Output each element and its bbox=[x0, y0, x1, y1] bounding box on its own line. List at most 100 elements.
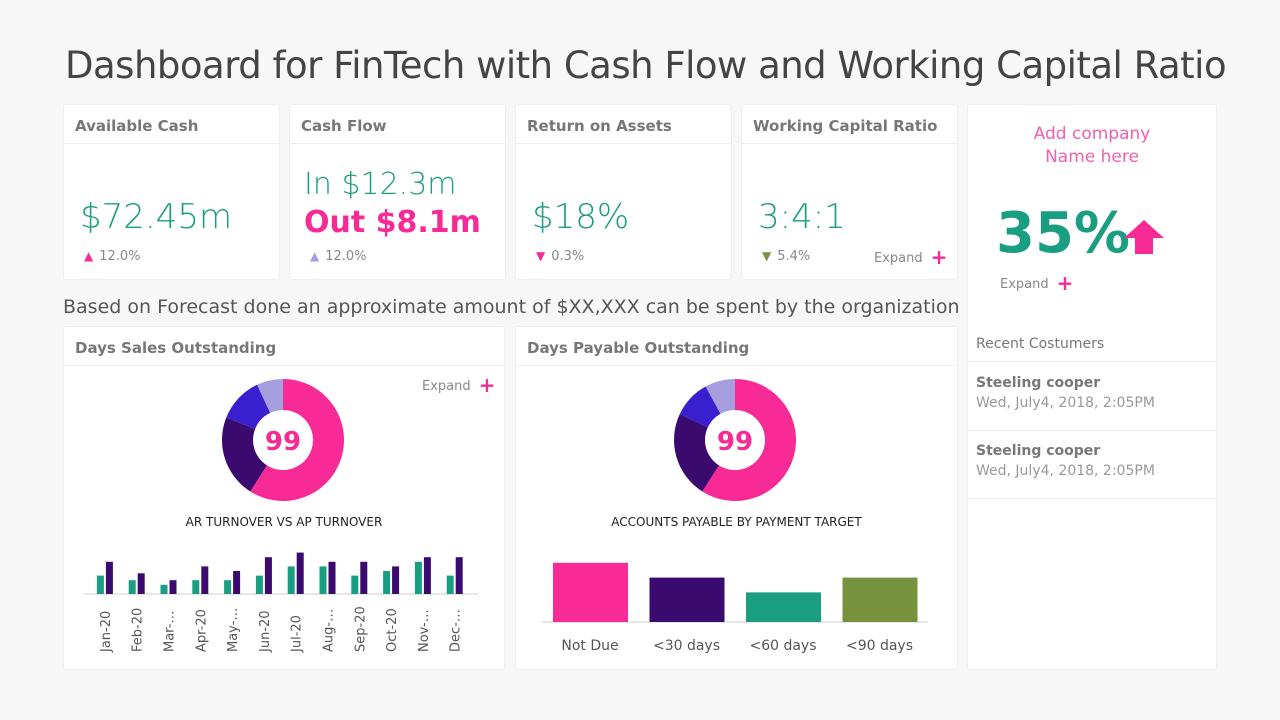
x-tick-label: Oct-20 bbox=[385, 608, 400, 652]
bar bbox=[96, 575, 104, 594]
kpi-value-out: Out $8.1m bbox=[304, 205, 481, 240]
kpi-value: $72.45m bbox=[80, 197, 233, 237]
donut-center-label: 99 bbox=[717, 427, 753, 457]
customer-date: Wed, July4, 2018, 2:05PM bbox=[976, 463, 1155, 479]
forecast-text: Based on Forecast done an approximate am… bbox=[63, 296, 960, 318]
expand-label: Expand bbox=[1000, 277, 1049, 292]
recent-customers-title: Recent Costumers bbox=[968, 327, 1216, 362]
bar bbox=[392, 566, 400, 594]
expand-button[interactable]: Expand + bbox=[874, 245, 947, 269]
bar bbox=[264, 557, 272, 594]
bar bbox=[446, 575, 454, 594]
plus-icon: + bbox=[930, 245, 948, 269]
bar bbox=[287, 566, 295, 594]
donut-slice bbox=[679, 386, 721, 428]
x-tick-label: Apr-20 bbox=[194, 609, 209, 652]
plus-icon: + bbox=[1056, 271, 1074, 295]
donut-center-label: 99 bbox=[265, 427, 301, 457]
dso-card: Days Sales Outstanding Expand + 99 Jan-20 F… bbox=[63, 326, 505, 670]
expand-button[interactable]: Expand + bbox=[422, 373, 495, 397]
triangle-down-icon: ▼ bbox=[536, 249, 546, 263]
kpi-delta: ▲ 12.0% bbox=[84, 249, 141, 264]
bar bbox=[746, 592, 821, 622]
donut-slice bbox=[226, 384, 271, 429]
x-tick-label: Aug-… bbox=[322, 609, 337, 652]
donut-slice bbox=[705, 379, 735, 414]
x-tick-label: Feb-20 bbox=[131, 608, 146, 652]
bar bbox=[842, 577, 918, 622]
bar bbox=[105, 561, 113, 594]
bar bbox=[233, 571, 241, 594]
bar bbox=[360, 561, 368, 594]
bar bbox=[192, 580, 200, 594]
bar bbox=[201, 566, 209, 594]
dso-donut-chart: 99 Jan-20 Feb-20 Mar-… Apr-20 May-… Jun-20 Jul-… bbox=[84, 379, 478, 653]
x-tick-label: <60 days bbox=[749, 638, 816, 654]
x-tick-label: <90 days bbox=[846, 638, 913, 654]
x-tick-label: Mar-… bbox=[163, 611, 178, 652]
card-title: Days Payable Outstanding bbox=[516, 327, 957, 366]
chart-title: AR TURNOVER VS AP TURNOVER bbox=[185, 515, 383, 529]
kpi-return-on-assets: Return on Assets $18% ▼ 0.3% bbox=[515, 104, 732, 280]
bar bbox=[383, 571, 391, 594]
triangle-up-icon: ▲ bbox=[84, 249, 94, 263]
kpi-label: Available Cash bbox=[64, 105, 279, 144]
customer-date: Wed, July4, 2018, 2:05PM bbox=[976, 395, 1155, 411]
bar bbox=[328, 561, 336, 594]
x-tick-label: Jul-20 bbox=[290, 615, 305, 653]
bar bbox=[649, 577, 725, 622]
bar bbox=[224, 580, 232, 594]
kpi-working-capital-ratio: Working Capital Ratio 3:4:1 ▼ 5.4% Expand… bbox=[741, 104, 958, 280]
dpo-card: Days Payable Outstanding 99 Not Due <30 da… bbox=[515, 326, 958, 670]
bar bbox=[423, 557, 431, 594]
kpi-label: Return on Assets bbox=[516, 105, 731, 144]
donut-slice bbox=[257, 379, 283, 413]
kpi-value: $18% bbox=[532, 197, 630, 237]
expand-label: Expand bbox=[874, 251, 923, 266]
x-tick-label: Sep-20 bbox=[353, 606, 368, 652]
bar bbox=[128, 580, 136, 594]
kpi-available-cash: Available Cash $72.45m ▲ 12.0% bbox=[63, 104, 280, 280]
bar bbox=[160, 584, 168, 594]
triangle-down-icon: ▼ bbox=[762, 249, 772, 263]
kpi-label: Working Capital Ratio bbox=[742, 105, 957, 144]
delta-value: 12.0% bbox=[99, 249, 141, 264]
triangle-up-icon: ▲ bbox=[310, 249, 320, 263]
customer-name: Steeling cooper bbox=[976, 375, 1101, 391]
delta-value: 0.3% bbox=[551, 249, 585, 264]
bar bbox=[169, 580, 177, 594]
donut-slice bbox=[250, 379, 344, 501]
bar bbox=[319, 566, 327, 594]
page-title: Dashboard for FinTech with Cash Flow and… bbox=[65, 44, 1227, 87]
company-line-1: Add company bbox=[1033, 124, 1151, 144]
expand-button[interactable]: Expand + bbox=[1000, 271, 1073, 295]
donut-slice bbox=[674, 414, 719, 492]
kpi-value: 3:4:1 bbox=[758, 197, 846, 237]
bar bbox=[455, 557, 463, 594]
delta-value: 5.4% bbox=[777, 249, 811, 264]
company-name-placeholder[interactable]: Add company Name here bbox=[968, 123, 1216, 169]
x-tick-label: Dec-… bbox=[449, 609, 464, 652]
kpi-cash-flow: Cash Flow In $12.3m Out $8.1m ▲ 12.0% bbox=[289, 104, 506, 280]
plus-icon: + bbox=[478, 373, 496, 397]
kpi-delta: ▼ 0.3% bbox=[536, 249, 584, 264]
side-percent: 35% bbox=[996, 201, 1131, 266]
bar bbox=[414, 561, 422, 594]
customer-item[interactable]: Steeling cooper Wed, July4, 2018, 2:05PM bbox=[968, 363, 1216, 431]
side-panel: Add company Name here 35% Expand + Recent… bbox=[967, 104, 1217, 670]
expand-label: Expand bbox=[422, 379, 471, 394]
x-tick-label: Jun-20 bbox=[258, 610, 273, 653]
company-line-2: Name here bbox=[1045, 147, 1139, 167]
x-tick-label: <30 days bbox=[653, 638, 720, 654]
bar bbox=[137, 573, 145, 594]
arrow-up-icon bbox=[1124, 220, 1164, 254]
customer-item[interactable]: Steeling cooper Wed, July4, 2018, 2:05PM bbox=[968, 431, 1216, 499]
chart-title: ACCOUNTS PAYABLE BY PAYMENT TARGET bbox=[611, 515, 862, 529]
x-tick-label: Jan-20 bbox=[99, 611, 114, 653]
x-tick-label: Not Due bbox=[561, 638, 618, 654]
bar bbox=[296, 552, 304, 594]
customer-name: Steeling cooper bbox=[976, 443, 1101, 459]
donut-slice bbox=[702, 379, 796, 501]
donut-slice bbox=[222, 417, 267, 492]
bar bbox=[255, 575, 263, 594]
